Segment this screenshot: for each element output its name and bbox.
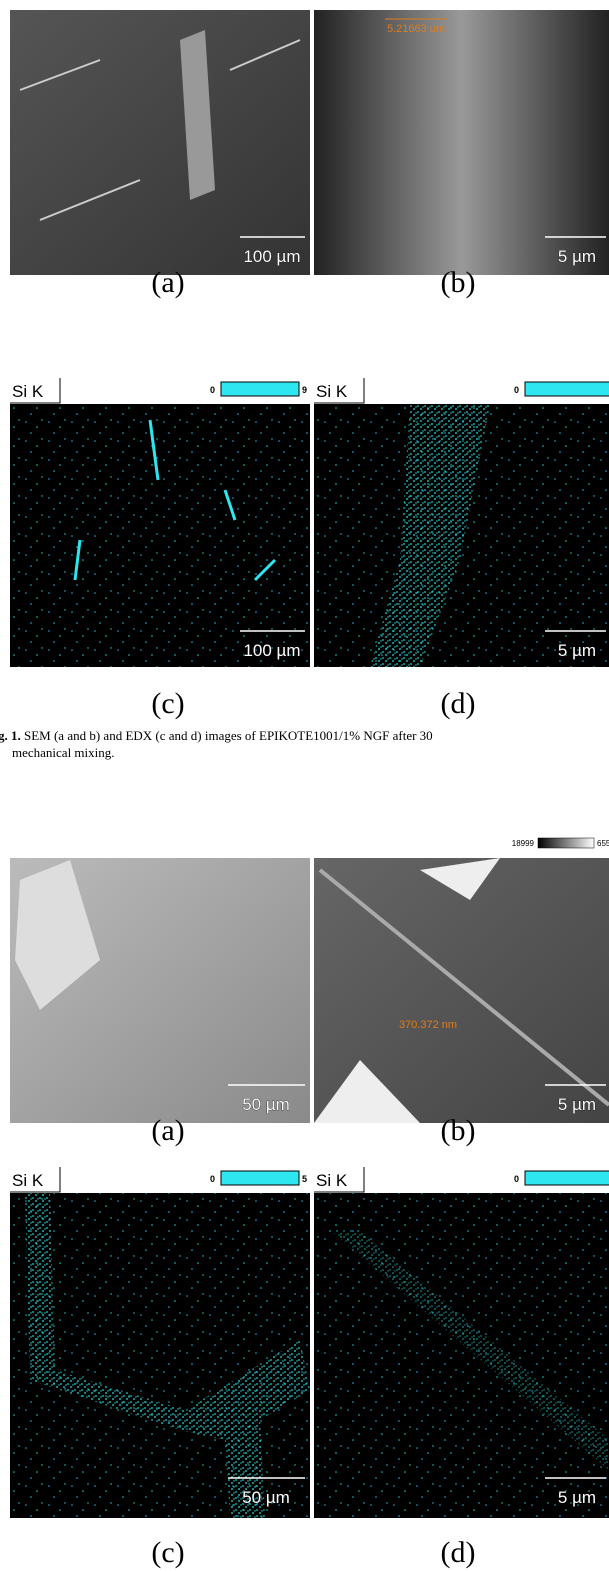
caption-label: g. 1. <box>0 728 21 743</box>
panel-label: (c) <box>151 687 184 720</box>
panel-label: (a) <box>151 1114 184 1147</box>
panel-label: (b) <box>441 266 476 299</box>
element: Si K <box>12 382 44 401</box>
element: Si K <box>316 382 348 401</box>
color-bar <box>525 382 609 396</box>
scale-bar: 50 µm <box>242 1095 290 1114</box>
edx-map <box>10 404 310 667</box>
measurement: 370.372 nm <box>399 1019 457 1031</box>
scale-max: 5 <box>302 1174 307 1184</box>
scale-bar: 100 µm <box>243 641 300 660</box>
page: 100 µm 5 µm 5.21663 um (a) (b) Si K 0 9 … <box>0 0 609 1572</box>
panel-label: (c) <box>151 1536 184 1569</box>
element: Si K <box>12 1171 44 1190</box>
gray-min: 18999 <box>512 839 535 848</box>
caption: g. 1. SEM (a and b) and EDX (c and d) im… <box>0 728 433 743</box>
gray-max: 6553 <box>597 839 609 848</box>
color-bar <box>221 382 299 396</box>
scale-bar: 5 µm <box>558 1488 596 1507</box>
scale-min: 0 <box>514 385 519 395</box>
scale-bar: 5 µm <box>558 247 596 266</box>
edx-map <box>10 1193 310 1518</box>
color-bar <box>221 1171 299 1185</box>
caption: mechanical mixing. <box>12 745 115 760</box>
scale-min: 0 <box>210 385 215 395</box>
sem-image <box>10 10 310 275</box>
scale-bar: 100 µm <box>243 247 300 266</box>
measurement: 5.21663 um <box>387 23 445 35</box>
scale-bar: 50 µm <box>242 1488 290 1507</box>
color-bar <box>525 1171 609 1185</box>
scale-bar: 5 µm <box>558 641 596 660</box>
scale-min: 0 <box>514 1174 519 1184</box>
panel-label: (a) <box>151 266 184 299</box>
scale-max: 9 <box>302 385 307 395</box>
panel-label: (d) <box>441 1536 476 1569</box>
sem-image <box>314 10 609 275</box>
element: Si K <box>316 1171 348 1190</box>
panel-label: (b) <box>441 1114 476 1147</box>
panel-label: (d) <box>441 687 476 720</box>
gray-bar <box>538 838 594 848</box>
scale-bar: 5 µm <box>558 1095 596 1114</box>
caption-text: SEM (a and b) and EDX (c and d) images o… <box>24 728 433 743</box>
scale-min: 0 <box>210 1174 215 1184</box>
